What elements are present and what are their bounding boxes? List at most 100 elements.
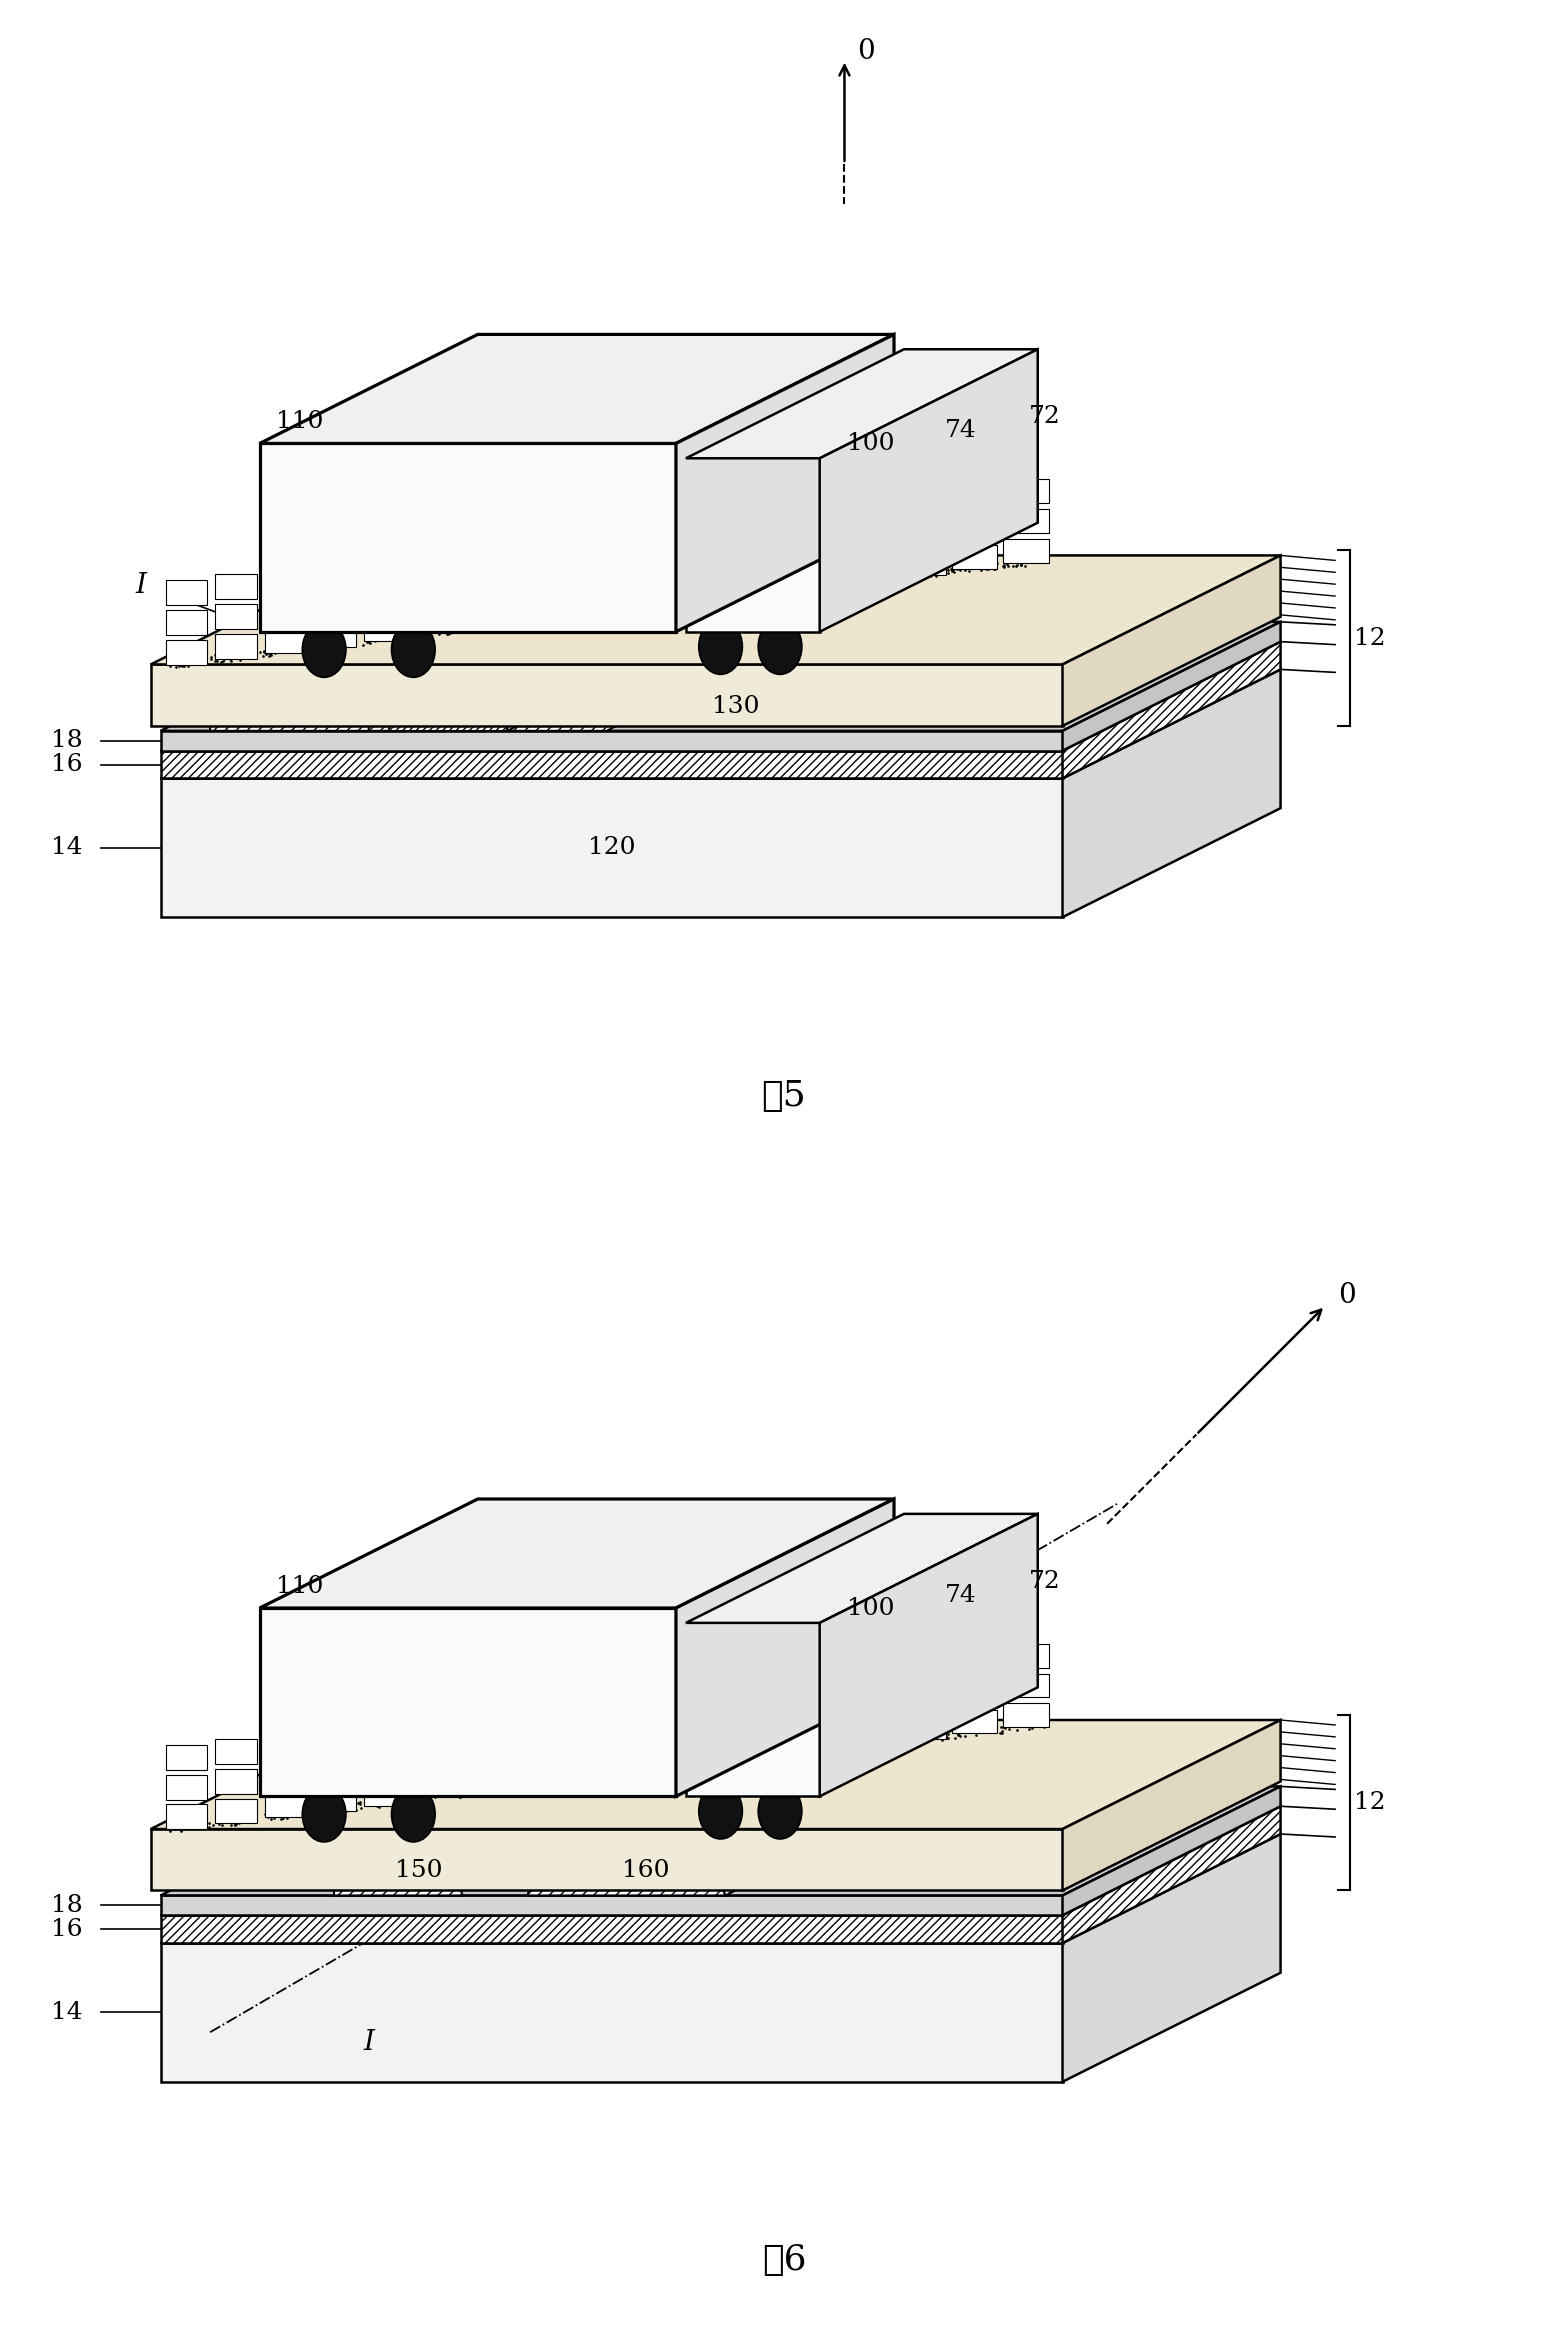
Polygon shape xyxy=(215,635,257,658)
Polygon shape xyxy=(1063,670,1281,916)
Text: 74: 74 xyxy=(944,1583,977,1607)
Ellipse shape xyxy=(699,1783,742,1839)
Polygon shape xyxy=(685,458,820,632)
Polygon shape xyxy=(314,593,356,616)
Ellipse shape xyxy=(759,618,801,674)
Text: 18: 18 xyxy=(50,1895,82,1916)
Polygon shape xyxy=(848,528,894,551)
Text: 110: 110 xyxy=(276,409,323,432)
Polygon shape xyxy=(467,649,679,730)
Polygon shape xyxy=(1004,1644,1049,1667)
Polygon shape xyxy=(900,551,946,574)
Text: 16: 16 xyxy=(50,753,82,777)
Text: 图5: 图5 xyxy=(762,1079,806,1114)
Polygon shape xyxy=(685,1623,820,1797)
Ellipse shape xyxy=(392,1786,434,1841)
Polygon shape xyxy=(160,1895,1063,1916)
Polygon shape xyxy=(1063,621,1281,751)
Text: 12: 12 xyxy=(1353,628,1386,649)
Polygon shape xyxy=(848,1693,894,1716)
Polygon shape xyxy=(706,1809,798,1895)
Polygon shape xyxy=(389,649,561,677)
Polygon shape xyxy=(314,1758,356,1781)
Polygon shape xyxy=(364,556,406,581)
Polygon shape xyxy=(685,1514,1038,1623)
Polygon shape xyxy=(1063,642,1281,779)
Text: 0: 0 xyxy=(858,40,875,65)
Polygon shape xyxy=(745,1734,790,1758)
Polygon shape xyxy=(364,1781,406,1807)
Polygon shape xyxy=(160,1944,1063,2081)
Text: 12: 12 xyxy=(1353,1790,1386,1814)
Polygon shape xyxy=(265,570,306,593)
Polygon shape xyxy=(215,574,257,600)
Polygon shape xyxy=(745,509,790,535)
Polygon shape xyxy=(265,1793,306,1818)
Text: 0: 0 xyxy=(1338,1283,1356,1309)
Polygon shape xyxy=(166,581,207,604)
Polygon shape xyxy=(797,563,842,588)
Polygon shape xyxy=(166,609,207,635)
Polygon shape xyxy=(215,604,257,630)
Text: 14: 14 xyxy=(50,837,82,860)
Text: I: I xyxy=(364,2030,375,2055)
Text: 18: 18 xyxy=(50,730,82,753)
Polygon shape xyxy=(820,349,1038,632)
Polygon shape xyxy=(160,779,1063,916)
Polygon shape xyxy=(160,1834,1281,1944)
Ellipse shape xyxy=(303,621,347,677)
Ellipse shape xyxy=(303,1786,347,1841)
Polygon shape xyxy=(364,616,406,642)
Polygon shape xyxy=(848,1662,894,1686)
Polygon shape xyxy=(151,1720,1281,1830)
Polygon shape xyxy=(952,1709,997,1734)
Polygon shape xyxy=(1063,1786,1281,1916)
Text: 130: 130 xyxy=(712,695,759,718)
Polygon shape xyxy=(848,1723,894,1746)
Text: 图6: 图6 xyxy=(762,2244,806,2276)
Polygon shape xyxy=(260,1500,894,1609)
Polygon shape xyxy=(260,335,894,444)
Polygon shape xyxy=(952,544,997,570)
Polygon shape xyxy=(952,516,997,539)
Polygon shape xyxy=(676,1500,894,1797)
Polygon shape xyxy=(314,1786,356,1811)
Polygon shape xyxy=(364,1720,406,1746)
Text: 72: 72 xyxy=(1029,1569,1060,1593)
Polygon shape xyxy=(745,1674,790,1700)
Polygon shape xyxy=(820,1514,1038,1797)
Polygon shape xyxy=(160,730,1063,751)
Polygon shape xyxy=(900,521,946,544)
Polygon shape xyxy=(265,628,306,653)
Text: 14: 14 xyxy=(50,2002,82,2023)
Polygon shape xyxy=(260,444,676,632)
Polygon shape xyxy=(160,1807,1281,1916)
Text: 74: 74 xyxy=(944,418,977,442)
Polygon shape xyxy=(797,505,842,528)
Polygon shape xyxy=(1063,1720,1281,1890)
Polygon shape xyxy=(1063,556,1281,725)
Ellipse shape xyxy=(759,1783,801,1839)
Polygon shape xyxy=(952,1679,997,1704)
Text: 160: 160 xyxy=(622,1860,670,1883)
Polygon shape xyxy=(166,1774,207,1800)
Polygon shape xyxy=(797,1697,842,1723)
Ellipse shape xyxy=(699,618,742,674)
Polygon shape xyxy=(215,1800,257,1823)
Polygon shape xyxy=(215,1769,257,1793)
Polygon shape xyxy=(745,539,790,563)
Polygon shape xyxy=(1063,1807,1281,1944)
Polygon shape xyxy=(848,558,894,581)
Polygon shape xyxy=(160,621,1281,730)
Polygon shape xyxy=(389,677,508,730)
Ellipse shape xyxy=(392,621,434,677)
Polygon shape xyxy=(527,1846,726,1895)
Polygon shape xyxy=(797,535,842,558)
Polygon shape xyxy=(1004,479,1049,502)
Polygon shape xyxy=(160,751,1063,779)
Polygon shape xyxy=(265,1732,306,1758)
Polygon shape xyxy=(151,665,1063,725)
Polygon shape xyxy=(952,486,997,509)
Polygon shape xyxy=(676,335,894,632)
Polygon shape xyxy=(797,1727,842,1751)
